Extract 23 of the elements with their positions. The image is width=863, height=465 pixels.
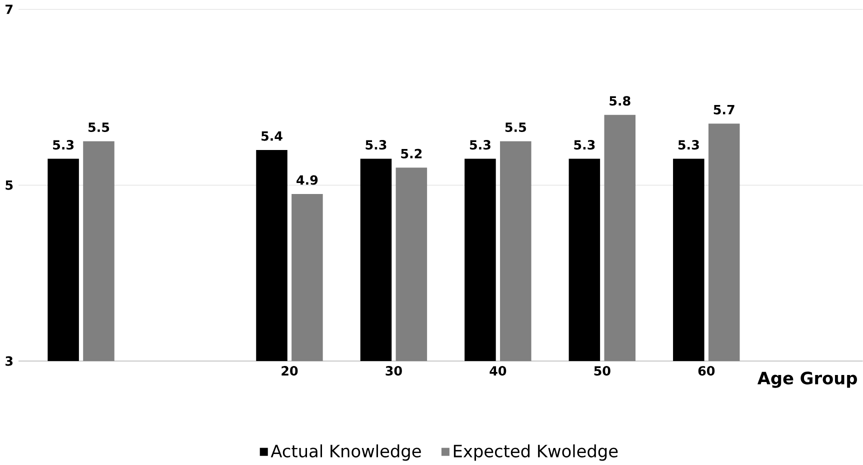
data-label: 5.3: [366, 140, 386, 150]
data-label: 5.3: [53, 140, 74, 150]
data-label: 5.2: [401, 148, 422, 158]
data-label: 5.3: [678, 140, 699, 150]
y-tick-label: 5: [6, 180, 13, 190]
x-tick-label: 20: [282, 366, 298, 376]
x-axis-title: Age Group: [757, 372, 857, 388]
data-label: 4.9: [296, 175, 318, 185]
x-tick-label: 50: [594, 366, 610, 376]
data-label: 5.3: [470, 140, 490, 150]
data-label: 5.5: [505, 122, 526, 132]
data-label: 5.4: [262, 131, 282, 141]
data-label: 5.5: [88, 122, 110, 132]
y-tick-label: 7: [6, 4, 13, 14]
legend-label: Actual Knowledge: [270, 444, 421, 461]
x-tick-label: 60: [698, 366, 715, 376]
legend-label: Expected Kwoledge: [454, 444, 618, 461]
data-label: 5.7: [714, 105, 734, 114]
y-tick-label: 3: [6, 356, 13, 366]
x-tick-label: 40: [490, 366, 506, 376]
data-label: 5.3: [574, 140, 595, 150]
x-tick-label: 30: [386, 366, 402, 376]
data-label: 5.8: [610, 96, 630, 106]
